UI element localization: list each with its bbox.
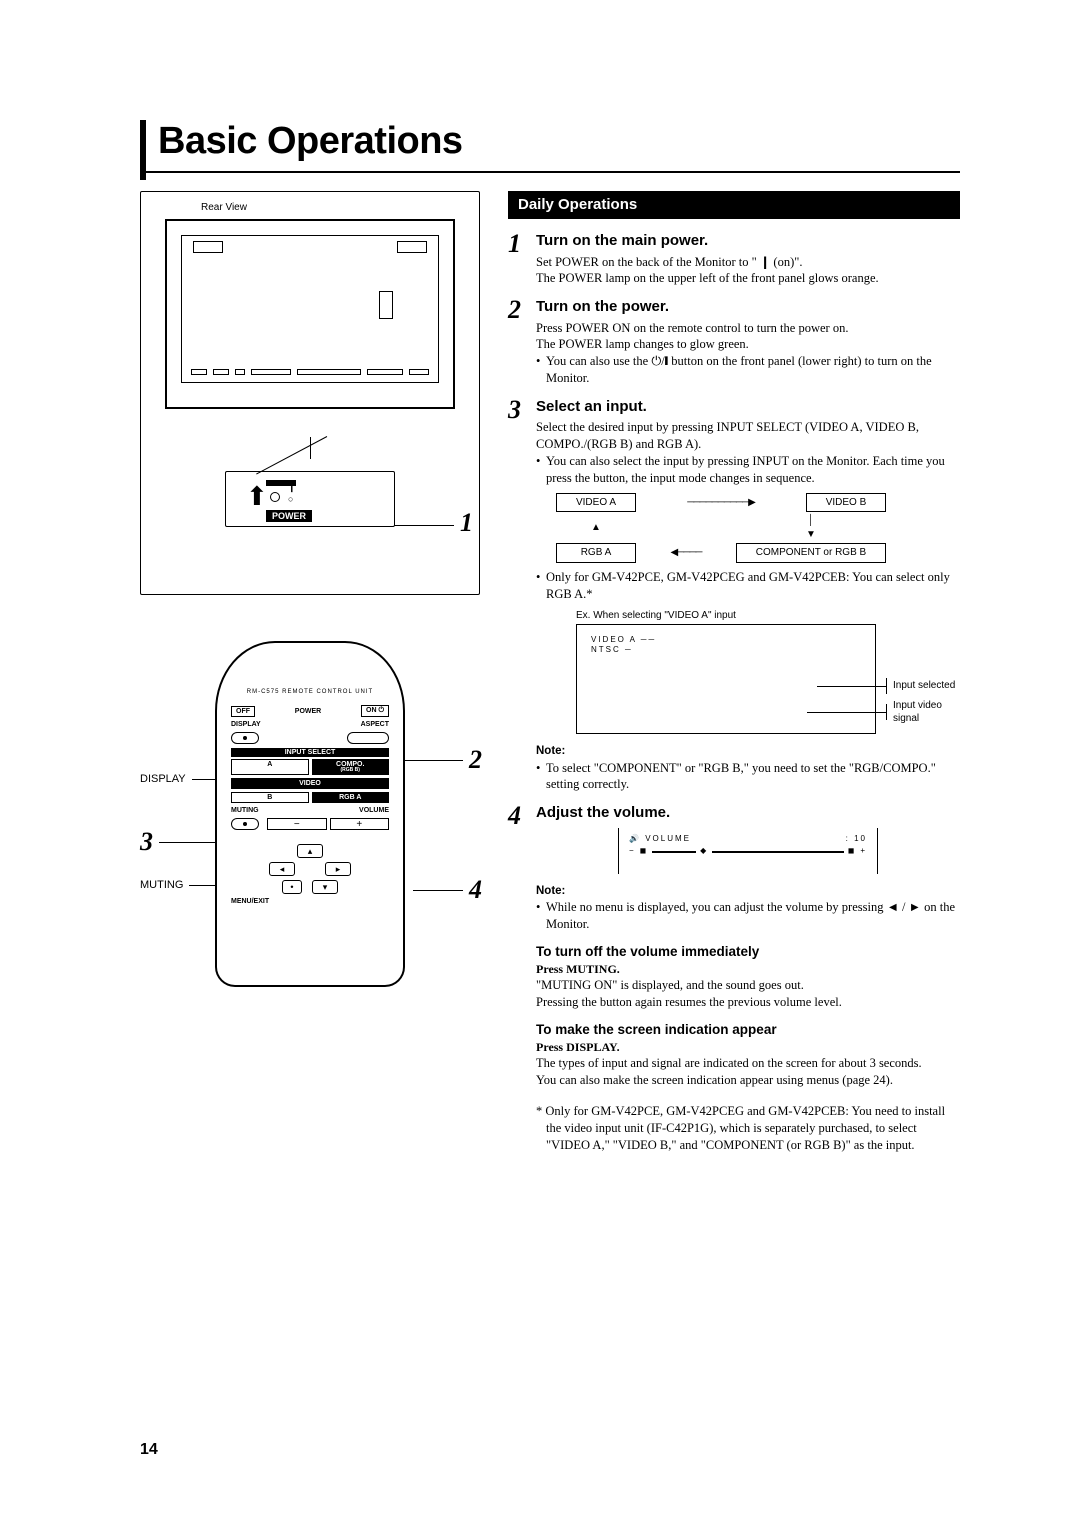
step-1: 1 Turn on the main power. Set POWER on t… <box>508 231 960 287</box>
rear-view-label: Rear View <box>201 202 469 213</box>
arrow-up-icon: ⬆ <box>246 484 268 510</box>
input-select-label: INPUT SELECT <box>231 748 389 757</box>
example-label: Ex. When selecting "VIDEO A" input <box>576 609 960 623</box>
page-number: 14 <box>140 1441 158 1459</box>
title-rule <box>140 171 960 173</box>
footnote: * Only for GM-V42PCE, GM-V42PCEG and GM-… <box>536 1103 960 1154</box>
tv-outline <box>165 219 455 409</box>
label-input-signal: Input video signal <box>893 699 960 726</box>
power-label: POWER <box>266 510 312 522</box>
title-side-rule <box>140 120 146 180</box>
step-4: 4 Adjust the volume. 🔊 VOLUME : 10 −◼ ◆ <box>508 803 960 1153</box>
display-button <box>231 732 259 744</box>
callout-1: 1 <box>394 508 473 538</box>
callout-4: 4 <box>413 875 482 905</box>
input-compo-button: COMPO.(RGB B) <box>312 759 390 775</box>
volume-buttons: −+ <box>267 818 389 830</box>
on-button: ON ⏻ <box>361 705 389 717</box>
input-b-button: B <box>231 792 309 803</box>
remote-model: RM-C575 REMOTE CONTROL UNIT <box>231 689 389 695</box>
remote-diagram: DISPLAY 3 MUTING 2 4 RM-C575 REMOTE CONT… <box>140 641 480 987</box>
muting-button <box>231 818 259 830</box>
page-title: Basic Operations <box>158 120 960 163</box>
nav-pad: ▴ ◂▸ •▾ MENU/EXIT <box>231 844 389 905</box>
step-2: 2 Turn on the power. Press POWER ON on t… <box>508 297 960 387</box>
input-a-button: A <box>231 759 309 775</box>
input-flow-diagram: VIDEO A ──────────▶ VIDEO B ▲ │▼ RGB A ◀… <box>556 493 886 563</box>
callout-2: 2 <box>405 745 482 775</box>
aspect-button <box>347 732 389 744</box>
label-input-selected: Input selected <box>893 679 955 693</box>
video-label: VIDEO <box>231 778 389 789</box>
left-column: Rear View <box>140 191 480 1164</box>
step-3: 3 Select an input. Select the desired in… <box>508 397 960 793</box>
volume-display: 🔊 VOLUME : 10 −◼ ◆ ◼+ <box>618 828 878 874</box>
mute-heading: To turn off the volume immediately <box>536 943 960 961</box>
right-column: Daily Operations 1 Turn on the main powe… <box>508 191 960 1164</box>
rear-view-diagram: Rear View <box>140 191 480 595</box>
section-header: Daily Operations <box>508 191 960 219</box>
off-button: OFF <box>231 706 255 717</box>
display-heading: To make the screen indication appear <box>536 1021 960 1039</box>
screen-example: VIDEO A ── NTSC ─ <box>576 624 876 734</box>
input-rgba-button: RGB A <box>312 792 390 803</box>
power-switch-detail: ❙ ○ POWER ⬆ 1 <box>151 436 469 586</box>
power-text: POWER <box>295 708 321 715</box>
